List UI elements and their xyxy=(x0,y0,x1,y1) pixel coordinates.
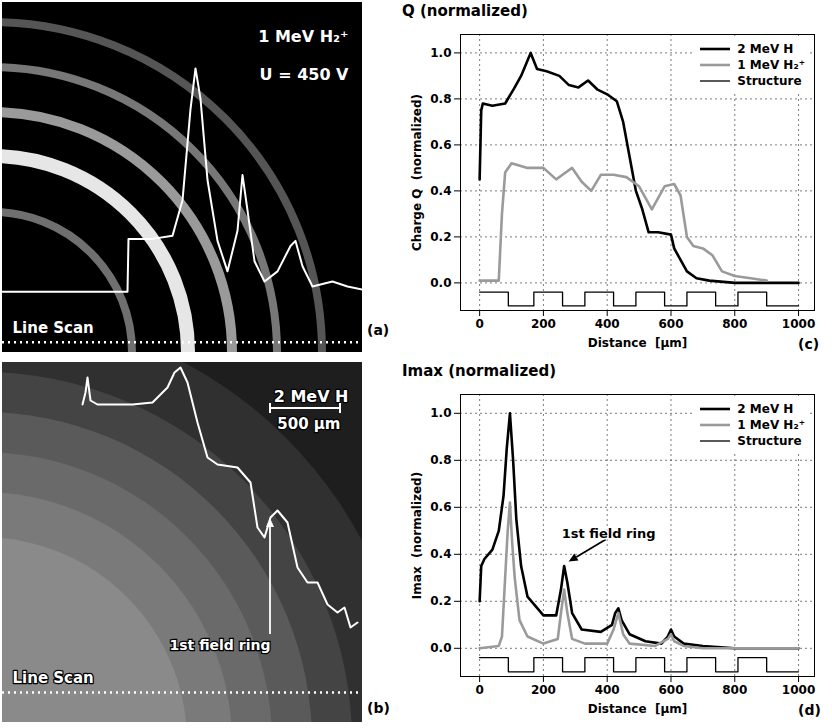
svg-text:0.6: 0.6 xyxy=(430,500,451,514)
svg-text:1 MeV H₂⁺U = 450 V: 1 MeV H₂⁺U = 450 V xyxy=(258,27,349,84)
svg-text:600: 600 xyxy=(658,683,683,697)
html-text:2 MeV H: 2 MeV H xyxy=(737,42,794,56)
svg-text:Charge Q (normalized): Charge Q (normalized) xyxy=(410,94,424,251)
svg-text:200: 200 xyxy=(531,683,556,697)
html-text:Structure: Structure xyxy=(737,434,802,448)
html-text:1 MeV H₂⁺: 1 MeV H₂⁺ xyxy=(737,58,805,72)
svg-text:0.2: 0.2 xyxy=(430,230,451,244)
svg-text:0.2: 0.2 xyxy=(430,594,451,608)
svg-text:1.0: 1.0 xyxy=(430,46,451,60)
html-text:1 MeV H₂⁺: 1 MeV H₂⁺ xyxy=(737,418,805,432)
svg-text:2 MeV H: 2 MeV H xyxy=(274,387,349,406)
html-text:(b): (b) xyxy=(367,700,390,716)
svg-text:500 µm: 500 µm xyxy=(277,415,340,433)
svg-text:Line Scan: Line Scan xyxy=(13,319,94,337)
svg-text:1.0: 1.0 xyxy=(430,406,451,420)
html-text:2 MeV H: 2 MeV H xyxy=(737,402,794,416)
svg-text:Imax (normalized): Imax (normalized) xyxy=(410,472,424,599)
svg-text:0.6: 0.6 xyxy=(430,138,451,152)
svg-text:0.0: 0.0 xyxy=(430,276,451,290)
svg-text:1st field ring: 1st field ring xyxy=(170,637,271,653)
svg-text:1000: 1000 xyxy=(782,683,815,697)
svg-text:600: 600 xyxy=(658,317,683,331)
svg-text:400: 400 xyxy=(595,683,620,697)
html-text:Structure: Structure xyxy=(737,74,802,88)
svg-text:1st field ring: 1st field ring xyxy=(562,526,656,541)
svg-text:800: 800 xyxy=(722,317,747,331)
html-text:Imax (normalized): Imax (normalized) xyxy=(402,362,556,380)
svg-text:400: 400 xyxy=(595,317,620,331)
svg-text:0.8: 0.8 xyxy=(430,92,451,106)
svg-text:0.8: 0.8 xyxy=(430,453,451,467)
svg-text:0.4: 0.4 xyxy=(430,547,451,561)
svg-text:Distance [µm]: Distance [µm] xyxy=(588,336,688,350)
svg-text:0.4: 0.4 xyxy=(430,184,451,198)
html-text:(c): (c) xyxy=(798,336,820,352)
svg-text:Distance [µm]: Distance [µm] xyxy=(588,702,688,716)
svg-text:0: 0 xyxy=(475,317,483,331)
html-text:Q (normalized): Q (normalized) xyxy=(402,2,528,20)
html-text:(a): (a) xyxy=(367,322,390,338)
svg-text:Line Scan: Line Scan xyxy=(13,669,94,687)
svg-text:1000: 1000 xyxy=(782,317,815,331)
html-text:(d): (d) xyxy=(798,702,821,718)
svg-text:200: 200 xyxy=(531,317,556,331)
svg-text:0: 0 xyxy=(475,683,483,697)
svg-text:800: 800 xyxy=(722,683,747,697)
svg-text:0.0: 0.0 xyxy=(430,641,451,655)
